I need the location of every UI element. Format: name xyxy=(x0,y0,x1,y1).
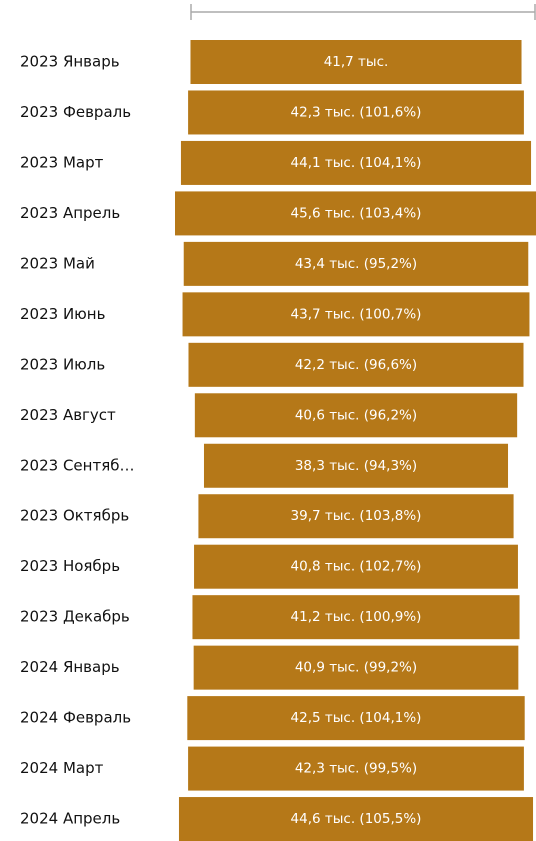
value-label: 40,9 тыс. (99,2%) xyxy=(295,660,417,676)
bar xyxy=(192,595,520,640)
category-label: 2023 Сентяб… xyxy=(20,456,134,474)
value-label: 42,3 тыс. (101,6%) xyxy=(291,104,422,120)
value-label: 42,3 тыс. (99,5%) xyxy=(295,761,417,777)
category-label: 2023 Август xyxy=(20,406,116,424)
bar xyxy=(180,140,532,185)
value-label: 44,1 тыс. (104,1%) xyxy=(291,155,422,171)
bar xyxy=(193,645,519,690)
value-label: 43,7 тыс. (100,7%) xyxy=(291,306,422,322)
value-label: 42,5 тыс. (104,1%) xyxy=(291,710,422,726)
category-label: 2023 Июнь xyxy=(20,305,105,323)
top-bracket xyxy=(190,4,536,20)
bar xyxy=(182,292,530,337)
category-label: 2023 Май xyxy=(20,254,95,272)
bar xyxy=(187,696,525,741)
category-label: 2024 Март xyxy=(20,759,104,777)
category-label: 2023 Июль xyxy=(20,355,105,373)
category-label: 2023 Декабрь xyxy=(20,608,130,626)
value-label: 42,2 тыс. (96,6%) xyxy=(295,357,417,373)
value-label: 40,6 тыс. (96,2%) xyxy=(295,407,417,423)
bar xyxy=(194,544,518,589)
value-label: 40,8 тыс. (102,7%) xyxy=(291,559,422,575)
category-label: 2024 Февраль xyxy=(20,709,131,727)
category-label: 2023 Ноябрь xyxy=(20,557,120,575)
value-label: 39,7 тыс. (103,8%) xyxy=(291,508,422,524)
category-label: 2023 Октябрь xyxy=(20,507,129,525)
value-label: 38,3 тыс. (94,3%) xyxy=(295,458,417,474)
value-label: 41,7 тыс. xyxy=(324,54,389,70)
category-label: 2024 Январь xyxy=(20,658,120,676)
value-label: 45,6 тыс. (103,4%) xyxy=(291,205,422,221)
bar xyxy=(183,241,529,286)
category-label: 2023 Апрель xyxy=(20,204,120,222)
category-label: 2023 Январь xyxy=(20,53,120,71)
bar xyxy=(190,40,522,84)
bar xyxy=(188,90,524,135)
category-label: 2024 Апрель xyxy=(20,810,120,828)
bar xyxy=(188,746,524,791)
category-label: 2023 Март xyxy=(20,153,104,171)
bar xyxy=(175,191,536,236)
bar xyxy=(203,443,509,488)
value-label: 41,2 тыс. (100,9%) xyxy=(291,609,422,625)
bar xyxy=(194,393,518,438)
value-label: 44,6 тыс. (105,5%) xyxy=(291,811,422,827)
bar xyxy=(188,342,524,387)
value-label: 43,4 тыс. (95,2%) xyxy=(295,256,417,272)
bar xyxy=(178,797,534,841)
bar xyxy=(198,494,514,539)
category-label: 2023 Февраль xyxy=(20,103,131,121)
